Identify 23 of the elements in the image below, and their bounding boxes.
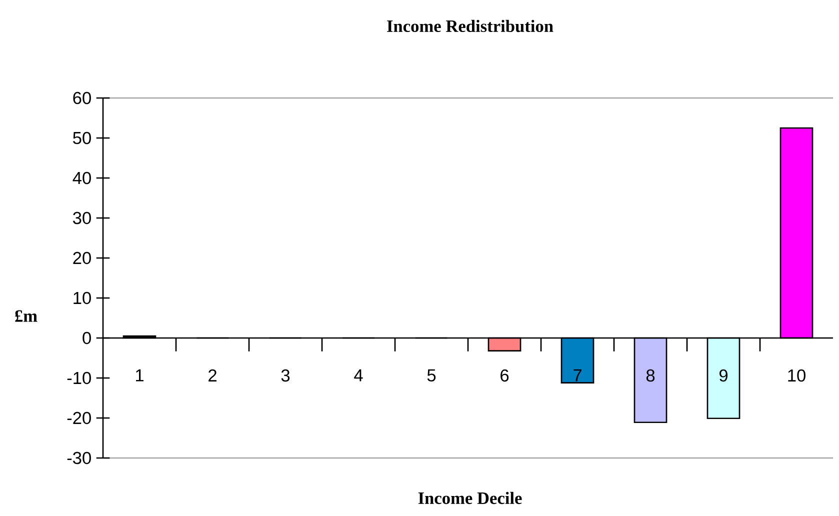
y-tick-label: 0 [82, 332, 91, 344]
x-tick-label: 3 [281, 369, 290, 382]
y-tick-label: 10 [74, 292, 91, 304]
y-tick-label: -30 [67, 452, 91, 464]
chart-title: Income Redistribution [387, 20, 554, 32]
x-tick-label: 9 [720, 369, 728, 382]
y-axis-title: £m [15, 310, 38, 322]
x-tick-label: 10 [788, 369, 806, 382]
x-tick-label: 5 [427, 369, 436, 382]
x-tick-label: 7 [574, 369, 582, 382]
y-tick-label: 40 [72, 172, 91, 184]
x-tick-label: 6 [500, 369, 509, 382]
y-tick-label: 60 [73, 92, 91, 104]
x-tick-label: 4 [354, 369, 363, 382]
y-tick-label: 20 [73, 252, 91, 264]
y-tick-label: -20 [67, 412, 91, 424]
x-tick-label: 8 [646, 369, 655, 382]
x-axis-title: Income Decile [418, 492, 522, 504]
y-tick-label: 50 [73, 132, 91, 144]
x-tick-label: 2 [208, 369, 216, 382]
y-tick-label: 30 [73, 212, 91, 224]
x-tick-label: 1 [136, 369, 144, 382]
y-tick-label: -10 [67, 372, 91, 384]
